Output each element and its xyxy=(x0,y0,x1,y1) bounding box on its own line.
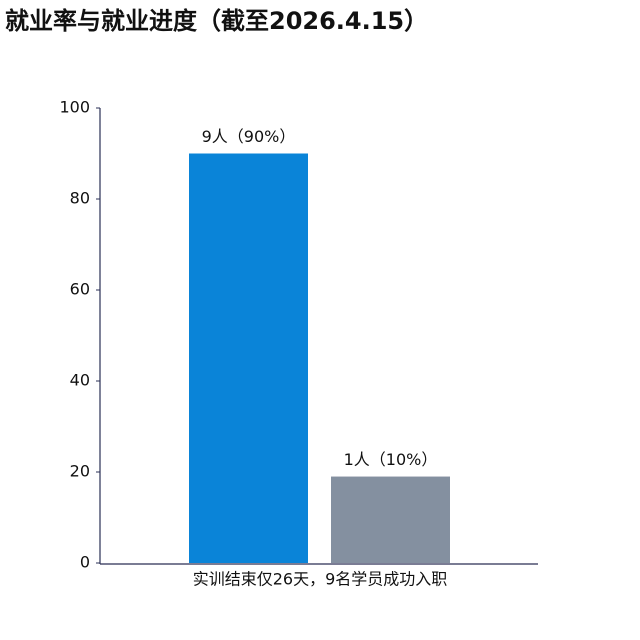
y-tick-label: 20 xyxy=(70,462,90,481)
chart-title: 就业率与就业进度（截至2026.4.15） xyxy=(5,7,428,35)
x-axis-label: 实训结束仅26天，9名学员成功入职 xyxy=(193,570,448,589)
y-tick-label: 40 xyxy=(70,371,90,390)
bar xyxy=(189,153,308,563)
y-tick-label: 80 xyxy=(70,189,90,208)
y-tick-label: 60 xyxy=(70,280,90,299)
y-tick-label: 0 xyxy=(80,553,90,572)
y-tick-label: 100 xyxy=(59,98,90,117)
bar xyxy=(331,476,450,563)
bar-annotation: 1人（10%） xyxy=(344,450,438,469)
bar-annotation: 9人（90%） xyxy=(202,127,296,146)
